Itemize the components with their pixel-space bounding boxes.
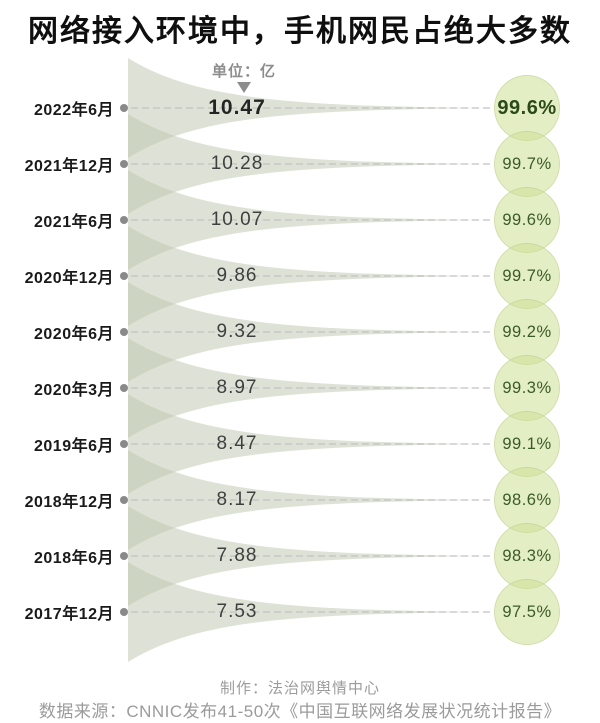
- percent-label: 99.7%: [502, 154, 552, 173]
- percent-label: 99.1%: [502, 434, 552, 453]
- percent-label: 99.7%: [502, 266, 552, 285]
- value-label: 7.53: [216, 601, 258, 622]
- percent-bubble: 98.3%: [494, 523, 560, 589]
- value-label: 8.17: [216, 489, 258, 510]
- percent-bubble: 99.2%: [494, 299, 560, 365]
- value-label: 8.97: [216, 377, 258, 398]
- percent-bubble: 99.7%: [494, 131, 560, 197]
- data-source-line: 数据来源：CNNIC发布41-50次《中国互联网络发展状况统计报告》: [38, 702, 562, 721]
- data-row: 2019年6月 8.47 99.1%: [0, 411, 600, 477]
- data-row: 2021年12月 10.28 99.7%: [0, 131, 600, 197]
- row-dot: [120, 496, 128, 504]
- data-row: 2020年3月 8.97 99.3%: [0, 355, 600, 421]
- data-row: 2021年6月 10.07 99.6%: [0, 187, 600, 253]
- row-dot: [120, 328, 128, 336]
- value-label: 10.28: [210, 153, 264, 174]
- unit-marker-icon: [237, 82, 251, 93]
- credit-line: 制作：法治网舆情中心: [219, 680, 380, 697]
- date-label: 2021年12月: [24, 158, 114, 175]
- value-label: 9.32: [216, 321, 258, 342]
- row-dot: [120, 440, 128, 448]
- date-label: 2018年6月: [34, 550, 114, 567]
- percent-bubble: 99.6%: [494, 75, 560, 141]
- data-row: 2022年6月 10.47 99.6%: [0, 75, 600, 141]
- value-label: 9.86: [216, 265, 258, 286]
- percent-label: 99.6%: [497, 96, 557, 119]
- data-row: 2018年6月 7.88 98.3%: [0, 523, 600, 589]
- row-dot: [120, 608, 128, 616]
- percent-label: 98.3%: [502, 546, 552, 565]
- percent-bubble: 99.1%: [494, 411, 560, 477]
- page-title: 网络接入环境中，手机网民占绝大多数: [28, 15, 572, 48]
- date-label: 2020年12月: [24, 270, 114, 287]
- data-row: 2018年12月 8.17 98.6%: [0, 467, 600, 533]
- value-label: 8.47: [216, 433, 258, 454]
- row-dot: [120, 272, 128, 280]
- unit-label: 单位：亿: [211, 63, 276, 80]
- date-label: 2020年6月: [34, 326, 114, 343]
- value-label: 7.88: [216, 545, 258, 566]
- row-dot: [120, 104, 128, 112]
- data-row: 2020年6月 9.32 99.2%: [0, 299, 600, 365]
- date-label: 2018年12月: [24, 494, 114, 511]
- data-row: 2020年12月 9.86 99.7%: [0, 243, 600, 309]
- date-label: 2017年12月: [24, 606, 114, 623]
- date-label: 2019年6月: [34, 438, 114, 455]
- percent-label: 99.2%: [502, 322, 552, 341]
- percent-bubble: 99.6%: [494, 187, 560, 253]
- date-label: 2021年6月: [34, 214, 114, 231]
- percent-label: 99.3%: [502, 378, 552, 397]
- row-dot: [120, 384, 128, 392]
- row-dot: [120, 552, 128, 560]
- value-label: 10.07: [210, 209, 264, 230]
- percent-label: 99.6%: [502, 210, 552, 229]
- row-dot: [120, 160, 128, 168]
- date-label: 2020年3月: [34, 382, 114, 399]
- percent-label: 97.5%: [502, 602, 552, 621]
- value-label: 10.47: [208, 96, 266, 119]
- row-dot: [120, 216, 128, 224]
- percent-bubble: 97.5%: [494, 579, 560, 645]
- percent-bubble: 99.7%: [494, 243, 560, 309]
- percent-bubble: 99.3%: [494, 355, 560, 421]
- percent-label: 98.6%: [502, 490, 552, 509]
- percent-bubble: 98.6%: [494, 467, 560, 533]
- date-label: 2022年6月: [34, 102, 114, 119]
- data-row: 2017年12月 7.53 97.5%: [0, 579, 600, 645]
